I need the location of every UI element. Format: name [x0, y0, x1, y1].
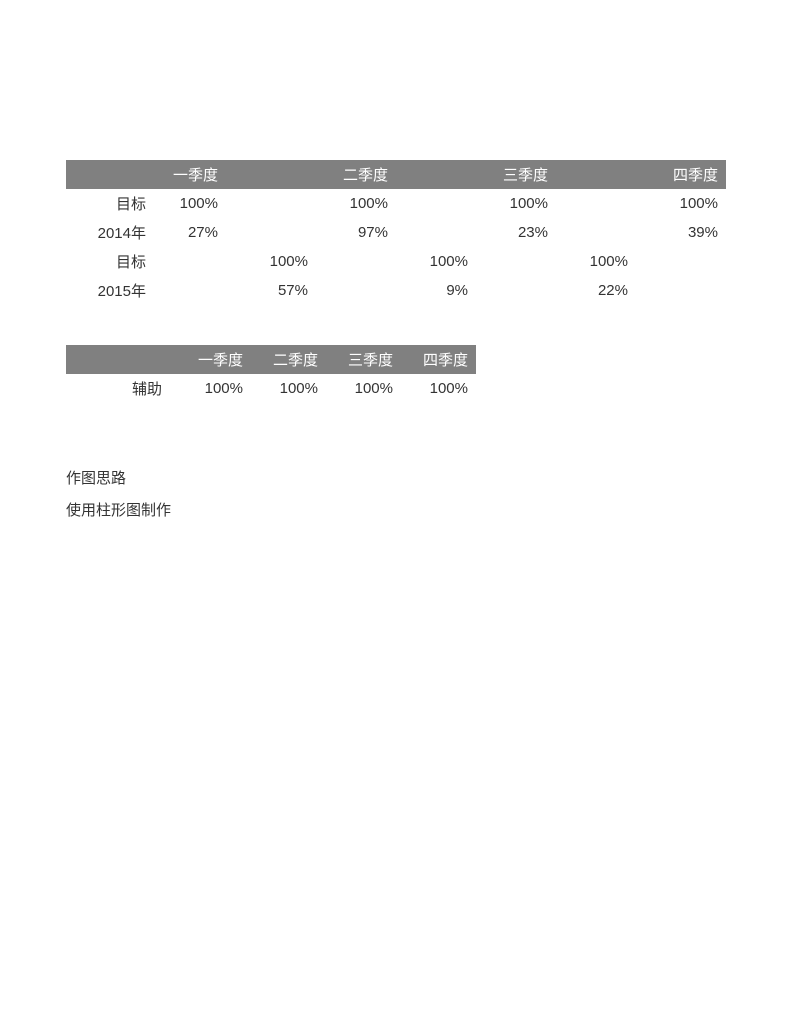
- main-data-table: 一季度 二季度 三季度 四季度 目标 100% 100% 100% 100% 2…: [66, 160, 726, 305]
- table-row: 2014年 27% 97% 23% 39%: [66, 218, 726, 247]
- cell: 100%: [556, 247, 636, 276]
- cell: 100%: [156, 189, 226, 218]
- page-container: 一季度 二季度 三季度 四季度 目标 100% 100% 100% 100% 2…: [0, 0, 794, 526]
- cell: [556, 218, 636, 247]
- cell: [316, 247, 396, 276]
- cell: [226, 189, 316, 218]
- cell: 9%: [396, 276, 476, 305]
- row-label: 辅助: [66, 374, 176, 403]
- table-row: 辅助 100% 100% 100% 100%: [66, 374, 476, 403]
- cell: [556, 189, 636, 218]
- col-header: 一季度: [156, 160, 226, 189]
- table-row: 目标 100% 100% 100%: [66, 247, 726, 276]
- table-row: 目标 100% 100% 100% 100%: [66, 189, 726, 218]
- cell: 39%: [636, 218, 726, 247]
- col-header: 三季度: [476, 160, 556, 189]
- cell: [156, 247, 226, 276]
- cell: 23%: [476, 218, 556, 247]
- row-label: 目标: [66, 247, 156, 276]
- cell: 57%: [226, 276, 316, 305]
- cell: 100%: [396, 247, 476, 276]
- header-blank: [66, 160, 156, 189]
- table-header-row: 一季度 二季度 三季度 四季度: [66, 160, 726, 189]
- cell: 100%: [326, 374, 401, 403]
- col-header: 一季度: [176, 345, 251, 374]
- table-header-row: 一季度 二季度 三季度 四季度: [66, 345, 476, 374]
- aux-data-table: 一季度 二季度 三季度 四季度 辅助 100% 100% 100% 100%: [66, 345, 476, 403]
- cell: [476, 247, 556, 276]
- cell: [316, 276, 396, 305]
- col-header: 三季度: [326, 345, 401, 374]
- table-row: 2015年 57% 9% 22%: [66, 276, 726, 305]
- row-label: 目标: [66, 189, 156, 218]
- row-label: 2015年: [66, 276, 156, 305]
- cell: 22%: [556, 276, 636, 305]
- cell: [396, 189, 476, 218]
- cell: 100%: [636, 189, 726, 218]
- cell: [226, 218, 316, 247]
- col-header: 四季度: [401, 345, 476, 374]
- cell: [636, 276, 726, 305]
- cell: 27%: [156, 218, 226, 247]
- note-line: 作图思路: [66, 463, 728, 495]
- col-header: 二季度: [316, 160, 396, 189]
- cell: 100%: [176, 374, 251, 403]
- col-header: 四季度: [636, 160, 726, 189]
- row-label: 2014年: [66, 218, 156, 247]
- cell: [396, 218, 476, 247]
- col-header-blank: [556, 160, 636, 189]
- note-line: 使用柱形图制作: [66, 495, 728, 527]
- col-header: 二季度: [251, 345, 326, 374]
- cell: [636, 247, 726, 276]
- cell: 100%: [401, 374, 476, 403]
- cell: 100%: [251, 374, 326, 403]
- header-blank: [66, 345, 176, 374]
- col-header-blank: [396, 160, 476, 189]
- cell: [476, 276, 556, 305]
- cell: 100%: [316, 189, 396, 218]
- cell: 97%: [316, 218, 396, 247]
- cell: 100%: [226, 247, 316, 276]
- cell: 100%: [476, 189, 556, 218]
- cell: [156, 276, 226, 305]
- col-header-blank: [226, 160, 316, 189]
- notes-section: 作图思路 使用柱形图制作: [66, 463, 728, 526]
